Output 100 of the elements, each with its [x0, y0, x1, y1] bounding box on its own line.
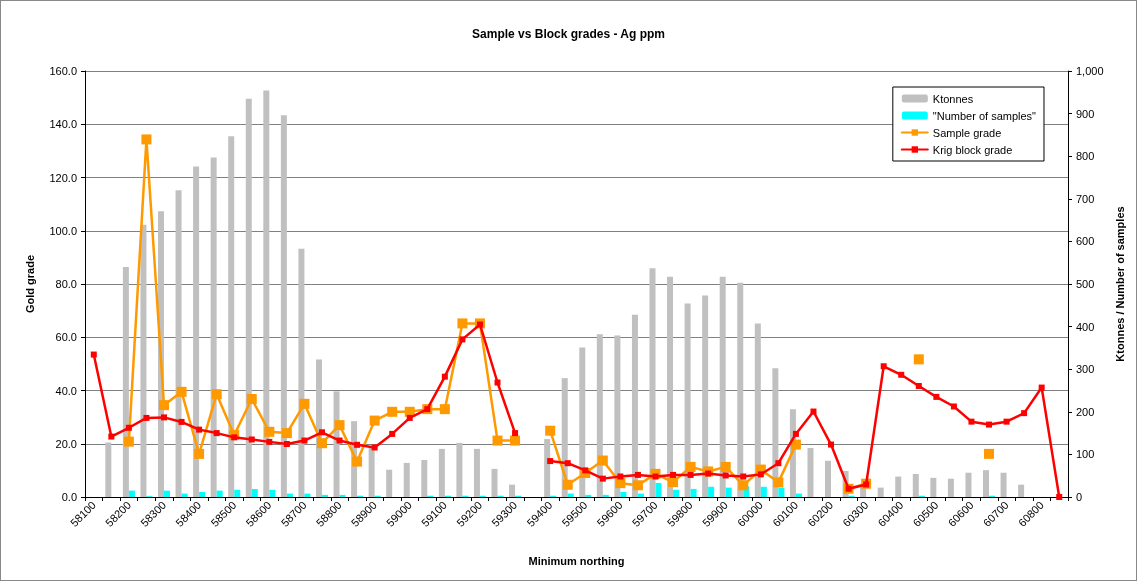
- point: [371, 444, 378, 451]
- point: [266, 438, 273, 445]
- bar: [105, 442, 112, 497]
- point: [1038, 384, 1045, 391]
- point: [738, 480, 749, 491]
- point: [194, 448, 205, 459]
- bar: [286, 493, 293, 497]
- y-tick-label: 160.0: [49, 65, 77, 77]
- point: [984, 448, 995, 459]
- point: [632, 480, 643, 491]
- bar: [386, 469, 393, 497]
- point: [369, 415, 380, 426]
- y-tick-label: 40.0: [55, 384, 77, 397]
- point: [318, 429, 325, 436]
- bar: [1018, 484, 1025, 497]
- bar: [596, 334, 603, 497]
- point: [334, 420, 345, 431]
- point: [687, 471, 694, 478]
- bar: [210, 157, 217, 497]
- legend-label: Ktonnes: [932, 92, 974, 105]
- point: [512, 430, 519, 437]
- bar: [655, 482, 662, 497]
- point: [828, 441, 835, 448]
- bar: [228, 136, 235, 497]
- point: [90, 351, 97, 358]
- bar: [725, 487, 732, 497]
- point: [213, 430, 220, 437]
- point: [562, 479, 573, 490]
- y-tick-label: 140.0: [49, 118, 77, 131]
- bar: [877, 487, 884, 497]
- point: [494, 379, 501, 386]
- bar: [965, 472, 972, 497]
- bar: [690, 488, 697, 497]
- bar: [708, 486, 715, 497]
- bar: [269, 489, 276, 497]
- point: [1021, 410, 1028, 417]
- point: [316, 438, 327, 449]
- bar: [614, 335, 621, 497]
- point: [246, 394, 257, 405]
- y2-tick-label: 500: [1076, 278, 1095, 290]
- bar: [1000, 472, 1007, 497]
- point: [722, 472, 729, 479]
- point: [773, 477, 784, 488]
- point: [599, 475, 606, 482]
- point: [668, 477, 679, 488]
- bar: [509, 484, 516, 497]
- point: [457, 318, 468, 329]
- point: [141, 134, 152, 145]
- y2-tick-label: 200: [1076, 405, 1095, 418]
- bar: [702, 295, 709, 497]
- point: [211, 389, 222, 400]
- point: [685, 461, 696, 472]
- y2-tick-label: 0: [1076, 491, 1083, 503]
- point: [441, 373, 448, 380]
- y2-tick-label: 400: [1076, 320, 1095, 333]
- y-tick-label: 100.0: [49, 224, 77, 237]
- bar: [456, 442, 463, 497]
- bar: [403, 462, 410, 497]
- point: [986, 421, 993, 428]
- point: [597, 455, 608, 466]
- point: [301, 437, 308, 444]
- y-axis-title: Gold grade: [23, 254, 36, 314]
- point: [352, 456, 363, 467]
- point: [615, 478, 626, 489]
- point: [547, 458, 554, 465]
- chart-title: Sample vs Block grades - Ag ppm: [472, 27, 665, 41]
- point: [913, 354, 924, 365]
- bar: [579, 347, 586, 497]
- bar: [637, 493, 644, 497]
- y2-tick-label: 600: [1076, 235, 1095, 248]
- bar: [567, 493, 574, 497]
- y-tick-label: 20.0: [55, 437, 77, 450]
- bar: [263, 90, 270, 497]
- point: [354, 441, 361, 448]
- bar: [216, 490, 223, 497]
- point: [160, 414, 167, 421]
- point: [582, 467, 589, 474]
- bar: [298, 248, 305, 497]
- point: [281, 428, 292, 439]
- bar: [983, 470, 990, 497]
- point: [231, 434, 238, 441]
- bar: [778, 487, 785, 497]
- y-tick-label: 120.0: [49, 171, 77, 184]
- bar: [544, 439, 551, 497]
- point: [389, 430, 396, 437]
- point: [740, 473, 747, 480]
- bar: [895, 476, 902, 497]
- point: [196, 426, 203, 433]
- point: [915, 382, 922, 389]
- point: [492, 435, 503, 446]
- legend-label: Krig block grade: [932, 143, 1013, 156]
- point: [510, 435, 521, 446]
- bar: [754, 323, 761, 497]
- bar: [649, 268, 656, 497]
- bar: [719, 276, 726, 497]
- bar: [684, 303, 691, 497]
- bar: [491, 468, 498, 497]
- point: [108, 433, 115, 440]
- point: [143, 414, 150, 421]
- point: [968, 418, 975, 425]
